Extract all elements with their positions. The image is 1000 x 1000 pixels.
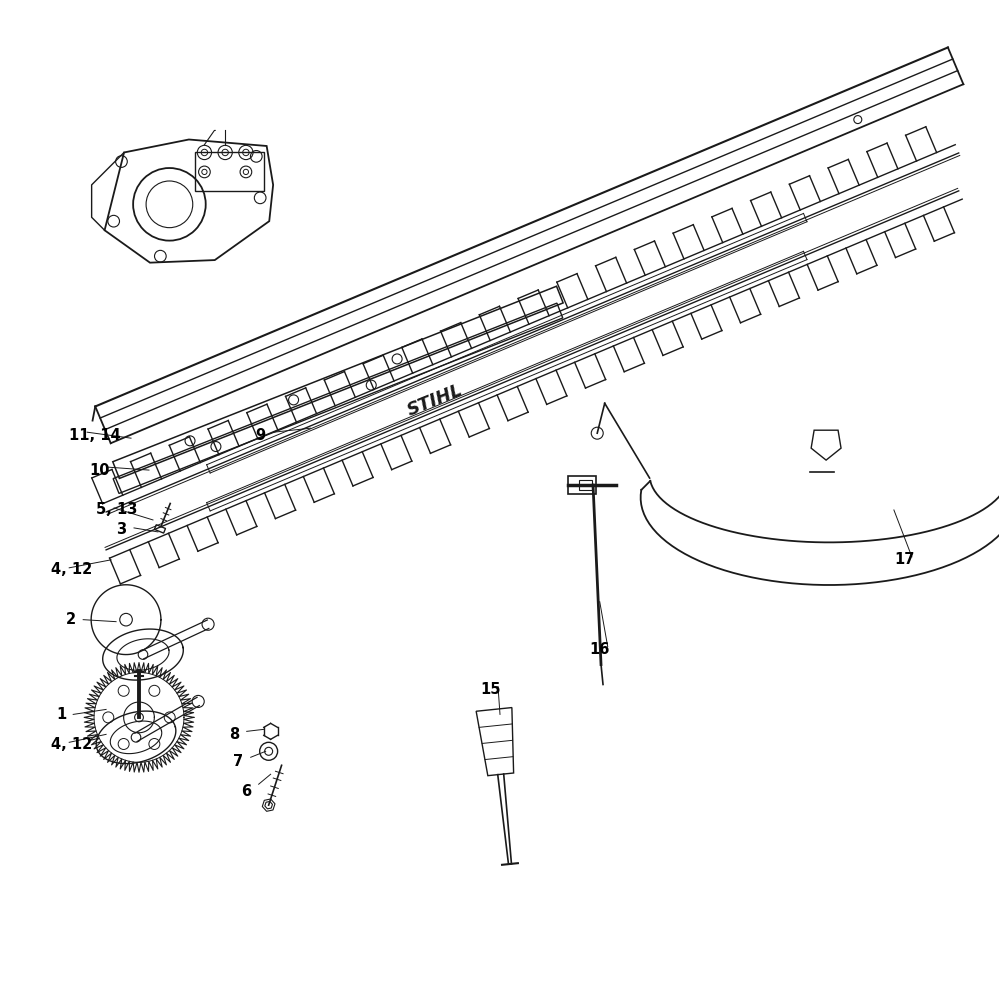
Text: 16: 16 xyxy=(590,642,610,657)
Text: 5, 13: 5, 13 xyxy=(96,502,138,517)
Text: 7: 7 xyxy=(233,754,243,769)
Text: 15: 15 xyxy=(480,682,501,697)
Text: 4, 12: 4, 12 xyxy=(51,737,92,752)
Text: 1: 1 xyxy=(56,707,66,722)
Text: 10: 10 xyxy=(89,463,110,478)
Text: 17: 17 xyxy=(894,552,914,567)
Text: STIHL: STIHL xyxy=(405,381,466,420)
Text: 9: 9 xyxy=(256,428,266,443)
Text: 4, 12: 4, 12 xyxy=(51,562,92,577)
Text: 11, 14: 11, 14 xyxy=(69,428,121,443)
Text: 2: 2 xyxy=(66,612,76,627)
Text: 8: 8 xyxy=(229,727,239,742)
Text: 6: 6 xyxy=(241,784,251,799)
Text: 3: 3 xyxy=(116,522,126,537)
